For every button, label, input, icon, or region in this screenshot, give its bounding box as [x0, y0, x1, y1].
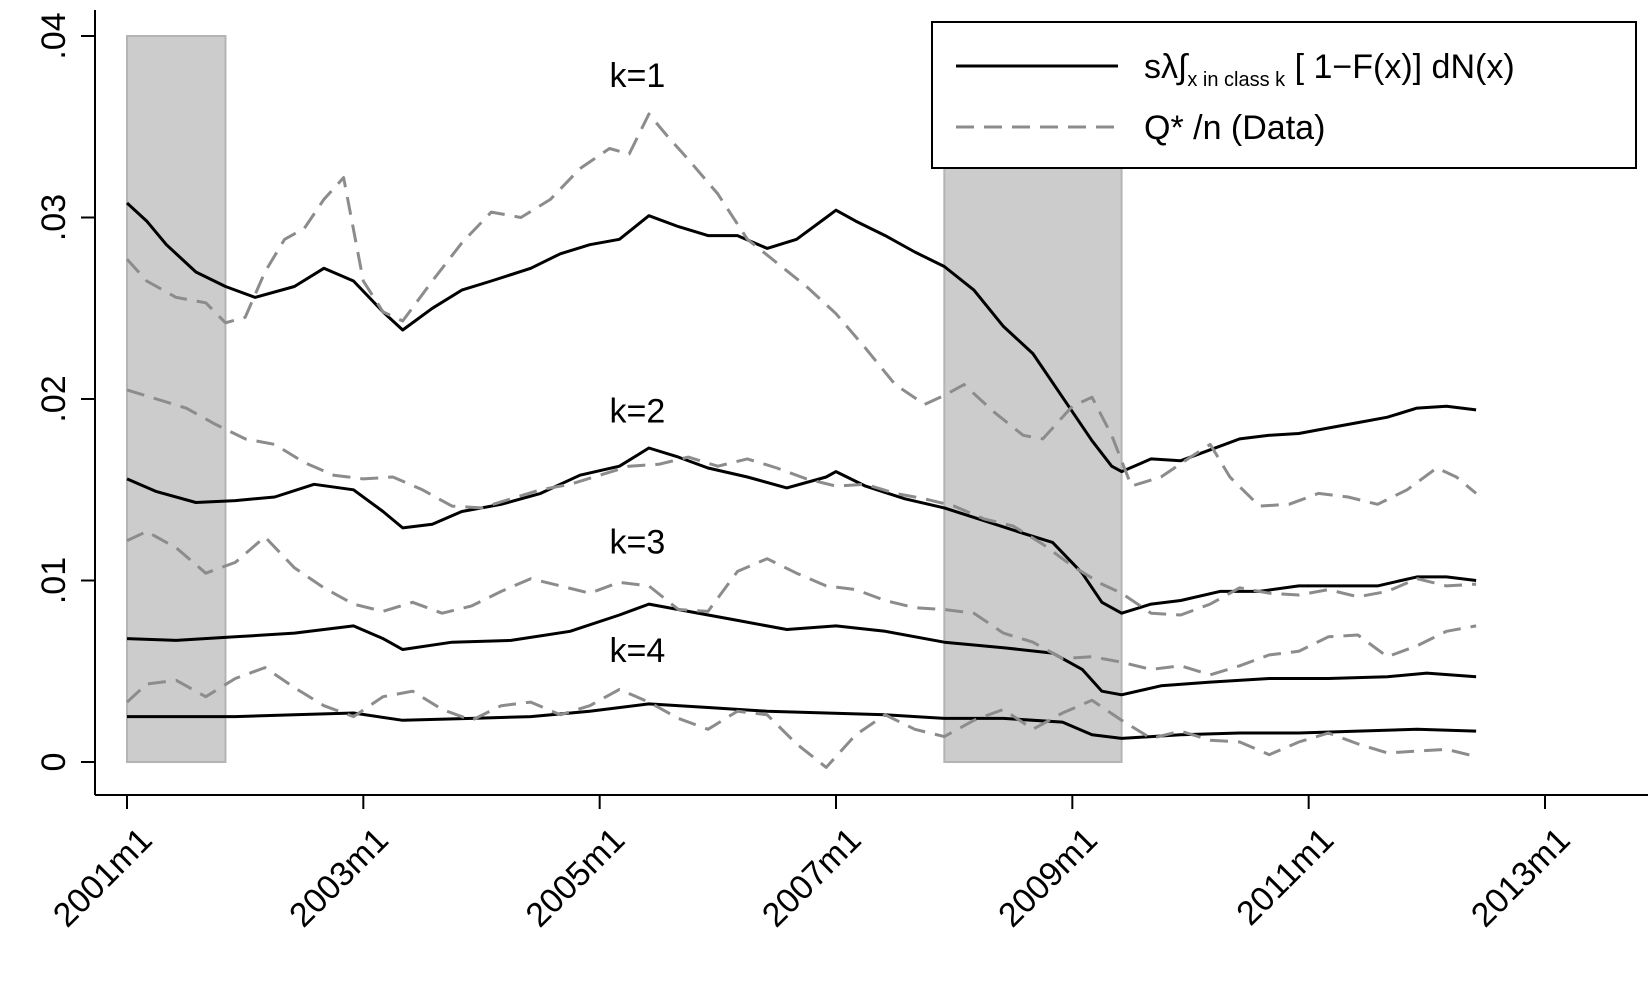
legend-label-data: Q* /n (Data) [1144, 109, 1325, 147]
series-k1-data [125, 112, 1478, 508]
x-tick-label: 2007m1 [755, 821, 869, 935]
y-tick-label: .04 [35, 12, 73, 59]
legend-label-model: sλ∫x in class k [ 1−F(x)] dN(x) [1144, 48, 1515, 91]
legend-model-main: sλ∫ [1144, 48, 1189, 86]
series-k4-data [125, 666, 1477, 769]
series-k4-model [127, 702, 1477, 740]
x-ticks: 2001m1 2003m1 2005m1 2007m1 2009m1 2011m1 2013… [46, 795, 1578, 935]
shaded-period-1 [126, 35, 227, 763]
y-tick-label: .02 [35, 375, 73, 422]
legend-model-sub: x in class k [1187, 69, 1286, 91]
series-k1-model [125, 201, 1477, 474]
legend: sλ∫x in class k [ 1−F(x)] dN(x) Q* /n (D… [931, 21, 1637, 169]
series-k2-model [126, 446, 1477, 615]
series-label-k1: k=1 [610, 57, 666, 95]
x-tick-label: 2013m1 [1464, 821, 1578, 935]
series-labels: k=1 k=2 k=3 k=4 [610, 57, 666, 670]
series-label-k3: k=3 [610, 523, 666, 561]
series-k3-model [126, 602, 1477, 697]
x-tick-label: 2001m1 [46, 821, 160, 935]
series-label-k4: k=4 [610, 632, 666, 670]
y-ticks: 0 .01 .02 .03 .04 [35, 12, 95, 771]
legend-model-rest: [ 1−F(x)] dN(x) [1285, 48, 1515, 86]
x-tick-label: 2005m1 [519, 821, 633, 935]
y-tick-label: 0 [35, 753, 73, 772]
series-k3-data [126, 530, 1477, 677]
x-tick-label: 2009m1 [991, 821, 1105, 935]
x-tick-label: 2011m1 [1229, 821, 1341, 933]
series-lines [125, 112, 1478, 769]
series-k2-data [126, 388, 1477, 617]
y-tick-label: .03 [35, 194, 73, 241]
legend-box [931, 21, 1637, 169]
x-tick-label: 2003m1 [282, 821, 396, 935]
series-label-k2: k=2 [610, 393, 666, 431]
y-tick-label: .01 [35, 557, 73, 604]
